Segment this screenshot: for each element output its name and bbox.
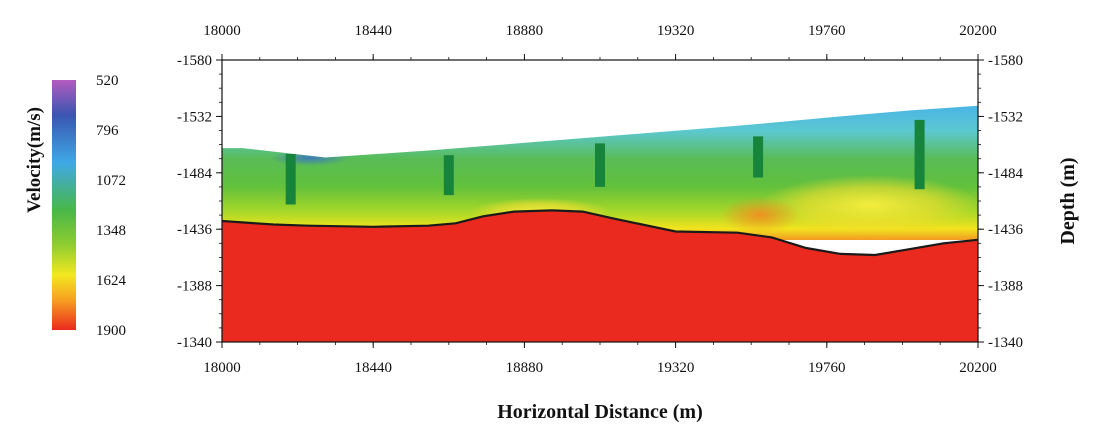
x-tick-label: 19760: [808, 23, 846, 39]
colorbar-tick-label: 1624: [96, 273, 127, 289]
borehole: [595, 143, 605, 187]
y-tick-label: -1532: [177, 109, 212, 125]
x-tick-label: 18880: [506, 360, 544, 376]
x-tick-label: 19320: [657, 23, 695, 39]
low-velocity-anomaly: [270, 150, 350, 166]
x-tick-label: 19320: [657, 360, 695, 376]
x-tick-label: 18440: [354, 23, 392, 39]
colorbar-tick-label: 520: [96, 73, 119, 89]
refractor-interface-line: [222, 209, 978, 257]
x-tick-label: 18000: [203, 23, 241, 39]
colorbar: [52, 80, 76, 330]
y-tick-label: -1388: [988, 279, 1023, 295]
colorbar-label: Velocity(m/s): [24, 107, 45, 213]
x-tick-label: 18880: [506, 23, 544, 39]
colorbar-tick-label: 1900: [96, 323, 126, 339]
y-tick-label: -1340: [988, 335, 1023, 351]
velocity-model: [222, 105, 978, 342]
y-tick-label: -1436: [177, 222, 212, 238]
y-axis-left: -1580 -1532 -1484 -1436 -1388 -1340: [177, 53, 222, 351]
x-axis-top: 18000 18440 18880 19320 19760 20200: [203, 23, 997, 60]
high-velocity-anomaly: [720, 197, 800, 233]
y-tick-label: -1388: [177, 279, 212, 295]
colorbar-tick-label: 1072: [96, 173, 126, 189]
y-tick-label: -1580: [177, 53, 212, 69]
borehole: [914, 119, 925, 190]
borehole: [285, 154, 296, 205]
y-tick-label: -1340: [177, 335, 212, 351]
y-tick-label: -1580: [988, 53, 1023, 69]
colorbar-tick-label: 796: [96, 123, 119, 139]
colorbar-tick-label: 1348: [96, 223, 126, 239]
y-axis-title: Depth (m): [1057, 157, 1079, 244]
x-tick-label: 18000: [203, 360, 241, 376]
borehole: [443, 155, 454, 196]
y-tick-label: -1484: [988, 166, 1023, 182]
x-tick-label: 20200: [959, 360, 997, 376]
x-tick-label: 19760: [808, 360, 846, 376]
x-tick-label: 18440: [354, 360, 392, 376]
y-tick-label: -1436: [988, 222, 1023, 238]
borehole: [753, 136, 764, 178]
high-velocity-anomaly: [760, 175, 978, 235]
y-tick-label: -1532: [988, 109, 1023, 125]
x-tick-label: 20200: [959, 23, 997, 39]
x-axis-bottom: 18000 18440 18880 19320 19760 20200: [203, 342, 997, 376]
y-axis-right: -1580 -1532 -1484 -1436 -1388 -1340: [978, 53, 1023, 351]
x-axis-title: Horizontal Distance (m): [497, 401, 703, 423]
boreholes: [285, 119, 925, 205]
colorbar-ticks: 520 796 1072 1348 1624 1900: [96, 73, 127, 339]
y-tick-label: -1484: [177, 166, 212, 182]
